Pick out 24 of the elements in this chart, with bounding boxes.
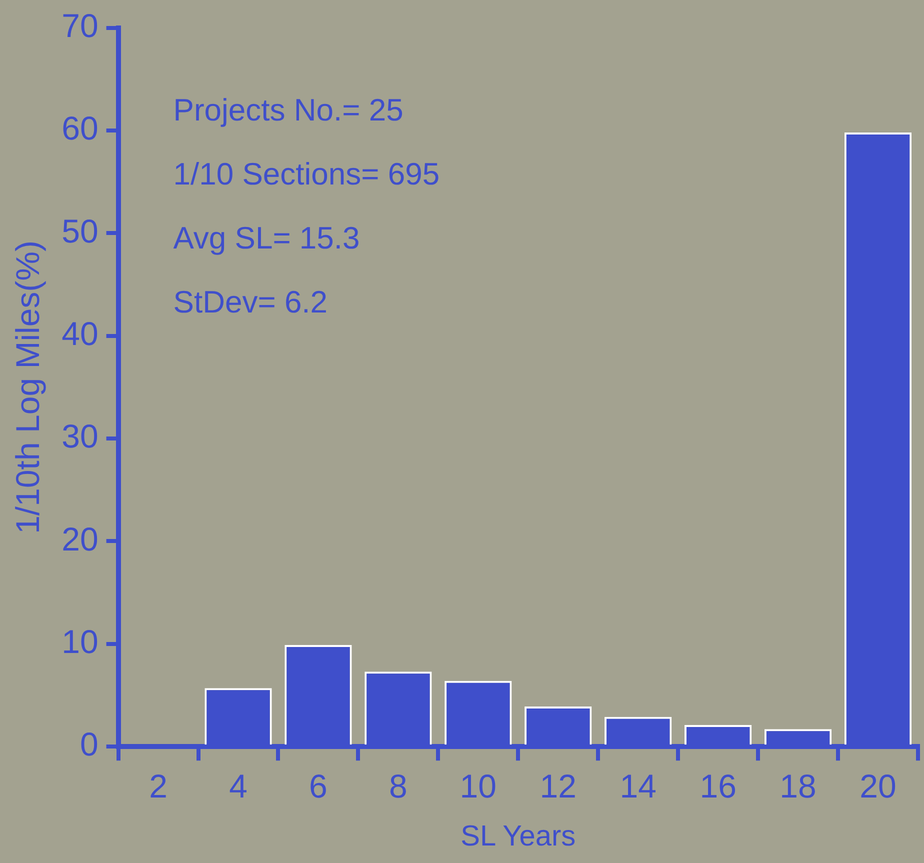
x-tick-label: 20: [860, 767, 896, 804]
annotation: StDev= 6.2: [173, 284, 328, 320]
y-tick-label: 0: [80, 726, 98, 763]
x-tick-label: 14: [620, 767, 656, 804]
x-tick-label: 10: [460, 767, 497, 804]
x-tick-label: 4: [229, 767, 248, 804]
x-tick-label: 16: [700, 767, 736, 804]
y-tick-label: 20: [62, 520, 98, 558]
x-tick-label: 6: [309, 767, 328, 804]
annotation: Avg SL= 15.3: [173, 220, 360, 256]
annotation: Projects No.= 25: [173, 92, 404, 128]
y-tick-label: 50: [62, 212, 98, 250]
y-tick-label: 70: [62, 6, 98, 44]
x-tick-label: 18: [780, 767, 816, 804]
y-axis-title: 1/10th Log Miles(%): [8, 240, 46, 534]
x-tick-label: 2: [149, 767, 168, 804]
y-tick-label: 40: [62, 314, 98, 352]
x-tick-label: 12: [540, 767, 576, 804]
y-tick-label: 60: [62, 110, 98, 147]
x-axis-title: SL Years: [460, 820, 576, 853]
x-tick-label: 8: [389, 767, 408, 804]
annotation: 1/10 Sections= 695: [173, 156, 440, 192]
y-tick-label: 10: [62, 623, 98, 660]
y-tick-label: 30: [62, 418, 98, 455]
